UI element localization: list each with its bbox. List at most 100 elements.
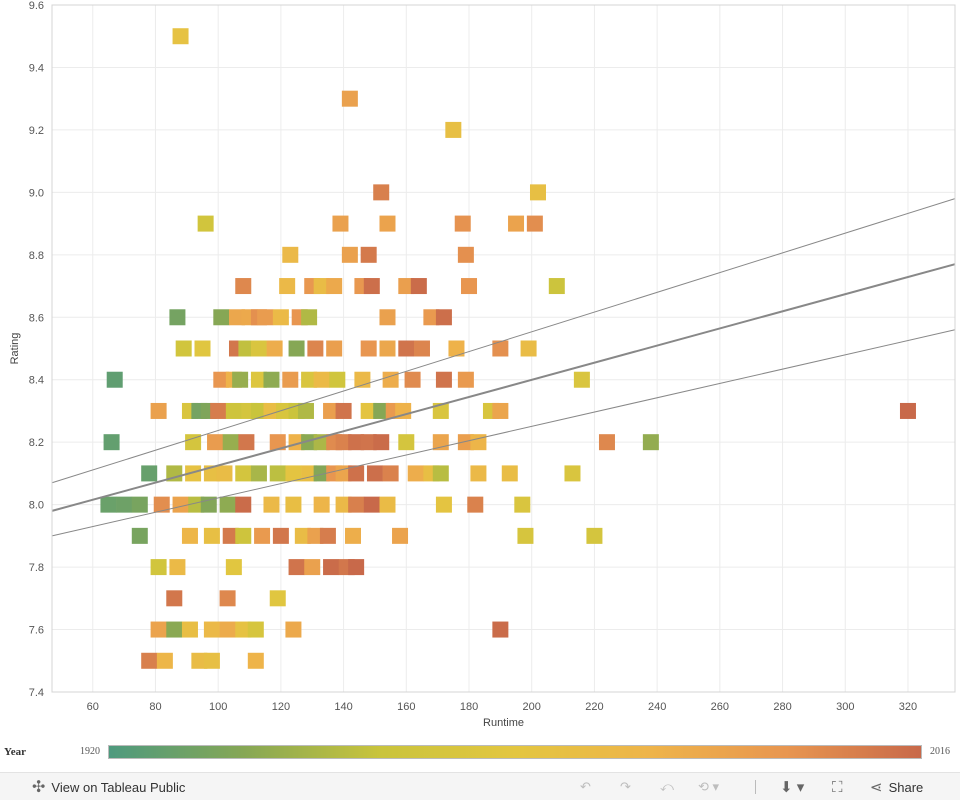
data-point (194, 340, 211, 357)
refresh-button[interactable]: ⟲ ▾ (698, 778, 719, 796)
data-point (492, 621, 509, 638)
data-point (598, 434, 615, 451)
x-axis-title: Runtime (483, 717, 524, 729)
download-icon: ⬇ ▾ (780, 779, 805, 796)
data-point (153, 496, 170, 513)
y-tick-label: 7.8 (29, 562, 44, 574)
data-point (266, 340, 283, 357)
data-point (203, 527, 220, 544)
y-tick-label: 8.6 (29, 312, 44, 324)
data-point (564, 465, 581, 482)
refresh-icon: ⟲ ▾ (698, 779, 720, 794)
data-point (169, 559, 186, 576)
data-point (238, 434, 255, 451)
data-point (219, 590, 236, 607)
legend-gradient (108, 745, 922, 759)
data-point (379, 340, 396, 357)
data-point (313, 371, 330, 388)
data-point (307, 527, 324, 544)
data-point (235, 465, 252, 482)
data-point (382, 465, 399, 482)
share-icon: ⋖ (870, 779, 883, 796)
data-point (379, 496, 396, 513)
data-point (335, 496, 352, 513)
y-tick-label: 9.0 (29, 187, 44, 199)
data-point (288, 340, 305, 357)
color-legend: Year 1920 2016 (0, 740, 960, 764)
revert-button[interactable]: ⤺ (660, 778, 674, 796)
data-point (219, 496, 236, 513)
x-tick-label: 200 (523, 701, 541, 713)
data-point (363, 496, 380, 513)
legend-title: Year (4, 746, 26, 758)
data-point (301, 434, 318, 451)
data-point (366, 465, 383, 482)
undo-button[interactable]: ↶ (580, 778, 591, 796)
data-point (379, 309, 396, 326)
data-point (899, 402, 916, 419)
data-point (348, 496, 365, 513)
data-point (435, 371, 452, 388)
data-point (326, 278, 343, 295)
data-point (301, 371, 318, 388)
revert-icon: ⤺ (660, 779, 674, 794)
view-on-tableau-button[interactable]: ✣ View on Tableau Public (32, 778, 185, 796)
data-point (257, 309, 274, 326)
data-point (250, 371, 267, 388)
data-point (360, 434, 377, 451)
data-point (141, 465, 158, 482)
data-point (345, 527, 361, 544)
data-point (254, 527, 271, 544)
data-point (301, 309, 318, 326)
data-point (520, 340, 537, 357)
y-tick-label: 9.4 (29, 62, 44, 74)
data-point (150, 621, 167, 638)
tableau-toolbar: ✣ View on Tableau Public ↶ ↷ ⤺ ⟲ ▾ ⬇ ▾ ⛶… (0, 772, 960, 800)
data-point (642, 434, 659, 451)
data-point (457, 371, 474, 388)
data-point (363, 278, 380, 295)
data-point (297, 402, 314, 419)
data-point (207, 434, 224, 451)
data-point (435, 309, 452, 326)
tableau-icon: ✣ (32, 779, 46, 796)
y-tick-label: 9.2 (29, 125, 44, 137)
trend-lower-band (51, 329, 956, 537)
y-tick-label: 7.6 (29, 625, 44, 637)
data-point (175, 340, 192, 357)
x-tick-label: 320 (899, 701, 917, 713)
data-point (514, 496, 531, 513)
data-point (461, 278, 478, 295)
data-point (263, 496, 280, 513)
y-tick-label: 7.4 (29, 687, 44, 699)
axes: 60 80 100 120 140 160 180 200 220 240 260 280 300 320… (9, 0, 956, 729)
y-tick-label: 8.2 (29, 437, 44, 449)
trend-line (51, 263, 956, 512)
share-button[interactable]: ⋖ Share (870, 778, 923, 796)
data-point (166, 621, 183, 638)
data-point (172, 496, 189, 513)
data-point (103, 434, 120, 451)
data-point (410, 278, 427, 295)
data-point (294, 527, 311, 544)
data-point (313, 465, 330, 482)
data-point (348, 434, 365, 451)
legend-min-label: 1920 (80, 746, 100, 757)
x-tick-label: 60 (87, 701, 99, 713)
data-point (213, 371, 230, 388)
data-point (432, 434, 449, 451)
x-tick-label: 160 (397, 701, 415, 713)
data-point (285, 496, 302, 513)
data-point (191, 652, 208, 669)
redo-button[interactable]: ↷ (620, 778, 631, 796)
data-point (150, 402, 167, 419)
fullscreen-icon: ⛶ (832, 778, 843, 796)
download-button[interactable]: ⬇ ▾ (780, 778, 804, 796)
data-point (131, 527, 148, 544)
data-point (304, 559, 321, 576)
data-point (395, 402, 412, 419)
data-point (398, 278, 415, 295)
data-point (448, 340, 465, 357)
fullscreen-button[interactable]: ⛶ (832, 778, 843, 796)
data-point (235, 278, 252, 295)
